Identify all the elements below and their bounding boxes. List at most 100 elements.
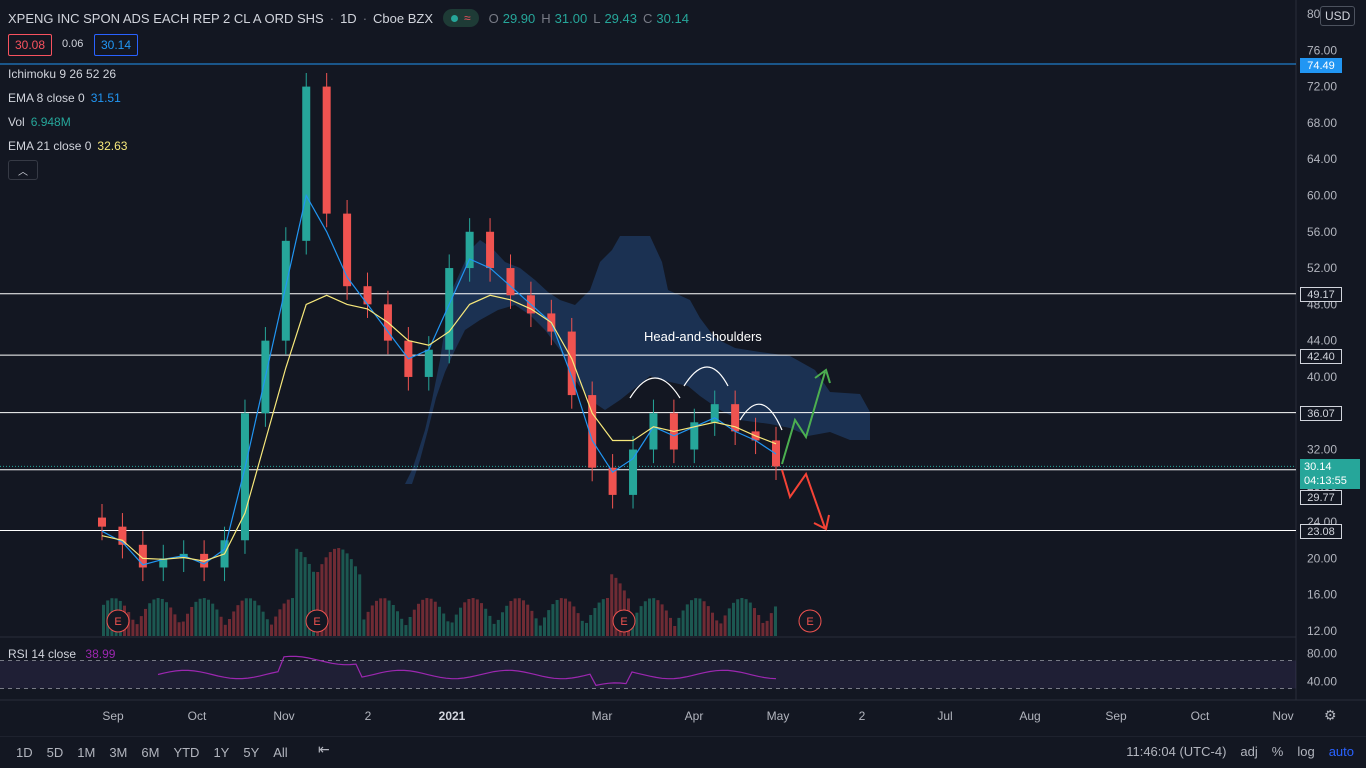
volume-bar	[156, 598, 160, 636]
volume-bar	[517, 598, 521, 636]
adj-toggle[interactable]: adj	[1240, 744, 1258, 759]
volume-bar	[711, 612, 714, 636]
candle-body	[159, 558, 168, 568]
volume-bar	[593, 608, 597, 636]
percent-toggle[interactable]: %	[1271, 744, 1284, 759]
volume-bar	[228, 619, 231, 636]
volume-bar	[706, 606, 710, 636]
indicator-ema8[interactable]: EMA 8 close 0 31.51	[8, 91, 121, 105]
candle-body	[240, 413, 249, 541]
symbol-header: XPENG INC SPON ADS EACH REP 2 CL A ORD S…	[8, 9, 695, 27]
volume-bar	[568, 601, 572, 636]
candle-body	[608, 467, 617, 495]
rsi-legend[interactable]: RSI 14 close 38.99	[8, 647, 115, 661]
price-axis-background	[1296, 0, 1366, 737]
level-label[interactable]: 49.17	[1300, 287, 1342, 302]
volume-bar	[610, 574, 614, 636]
rsi-tick-label: 40.00	[1307, 675, 1337, 689]
calendar-range-icon[interactable]: ⇤	[318, 741, 330, 757]
indicator-value: 32.63	[97, 139, 128, 153]
rsi-value: 38.99	[85, 647, 116, 661]
indicator-ichimoku[interactable]: Ichimoku 9 26 52 26	[8, 67, 116, 81]
level-label[interactable]: 74.49	[1300, 58, 1342, 73]
right-shoulder-arc	[739, 403, 783, 431]
last-price-value: 30.14	[1304, 461, 1332, 473]
timeframe-1m[interactable]: 1M	[77, 745, 96, 760]
time-tick-label: Sep	[1105, 709, 1127, 723]
pattern-annotation[interactable]: Head-and-shoulders	[644, 329, 762, 344]
currency-badge[interactable]: USD	[1320, 6, 1356, 26]
volume-bar	[761, 622, 765, 636]
volume-bar	[635, 612, 639, 636]
volume-bar	[396, 611, 399, 636]
volume-bar	[425, 598, 429, 636]
indicator-name: EMA 8 close 0	[8, 91, 85, 105]
time-tick-label: Nov	[1272, 709, 1293, 723]
candle-body	[588, 395, 597, 468]
timeframe-6m[interactable]: 6M	[141, 745, 160, 760]
price-tick-label: 52.00	[1307, 261, 1337, 275]
buy-button[interactable]: 30.14	[94, 34, 139, 56]
volume-bar	[135, 624, 139, 636]
volume-bar	[543, 617, 546, 636]
volume-bar	[215, 609, 219, 636]
earnings-marker-label: E	[313, 616, 320, 628]
candle-body	[424, 349, 433, 377]
volume-bar	[463, 602, 467, 636]
volume-bar	[282, 603, 286, 636]
volume-bar	[270, 624, 273, 636]
volume-bar	[471, 598, 475, 636]
log-toggle[interactable]: log	[1297, 744, 1315, 759]
auto-toggle[interactable]: auto	[1328, 744, 1354, 759]
volume-bar	[555, 599, 559, 636]
header-separator: ·	[362, 10, 368, 26]
volume-bar	[333, 548, 336, 636]
volume-bar	[475, 599, 479, 636]
volume-bar	[492, 623, 496, 636]
timeframe-1y[interactable]: 1Y	[213, 745, 230, 760]
candle-body	[302, 86, 311, 241]
last-price-label: 30.14 04:13:55	[1300, 459, 1360, 489]
volume-bar	[265, 619, 269, 636]
market-status-badge[interactable]: ≈	[443, 9, 479, 27]
volume-bar	[723, 615, 727, 636]
timeframe-ytd[interactable]: YTD	[173, 745, 200, 760]
ohlc-c-label: C	[643, 10, 653, 26]
symbol-title[interactable]: XPENG INC SPON ADS EACH REP 2 CL A ORD S…	[8, 10, 324, 26]
level-label[interactable]: 36.07	[1300, 406, 1342, 421]
candle-body	[465, 231, 474, 269]
indicator-volume[interactable]: Vol 6.948M	[8, 115, 71, 129]
volume-bar	[656, 600, 660, 636]
candle-body	[506, 268, 515, 296]
collapse-legend-button[interactable]: ︿	[8, 160, 38, 180]
price-chart[interactable]: E E E E 80.00 76.00 72.00 68.00 64.00 60.00 56.00 5…	[0, 0, 1366, 737]
volume-bar	[223, 624, 227, 636]
timeframe-5y[interactable]: 5Y	[243, 745, 260, 760]
level-label[interactable]: 23.08	[1300, 524, 1342, 539]
volume-bar	[744, 599, 748, 636]
volume-bar	[249, 598, 252, 636]
volume-bar	[316, 572, 320, 636]
volume-bar	[328, 552, 332, 636]
sell-button[interactable]: 30.08	[8, 34, 53, 56]
time-tick-label: Aug	[1019, 709, 1040, 723]
interval-label[interactable]: 1D	[340, 10, 357, 26]
volume-bar	[181, 621, 185, 636]
timeframe-5d[interactable]: 5D	[46, 745, 64, 760]
indicator-ema21[interactable]: EMA 21 close 0 32.63	[8, 139, 127, 153]
clock[interactable]: 11:46:04 (UTC-4)	[1126, 744, 1227, 759]
level-label[interactable]: 29.77	[1300, 490, 1342, 505]
ichimoku-cloud	[405, 236, 870, 484]
level-label[interactable]: 42.40	[1300, 349, 1342, 364]
volume-bar	[547, 610, 551, 636]
price-tick-label: 44.00	[1307, 334, 1337, 348]
volume-bar	[307, 563, 311, 636]
volume-bar	[349, 559, 353, 636]
timeframe-3m[interactable]: 3M	[109, 745, 128, 760]
volume-bar	[207, 599, 210, 636]
gear-icon[interactable]: ⚙	[1324, 707, 1337, 723]
volume-bar	[131, 619, 135, 636]
timeframe-1d[interactable]: 1D	[16, 745, 33, 760]
volume-bar	[312, 571, 315, 636]
timeframe-all[interactable]: All	[273, 745, 288, 760]
